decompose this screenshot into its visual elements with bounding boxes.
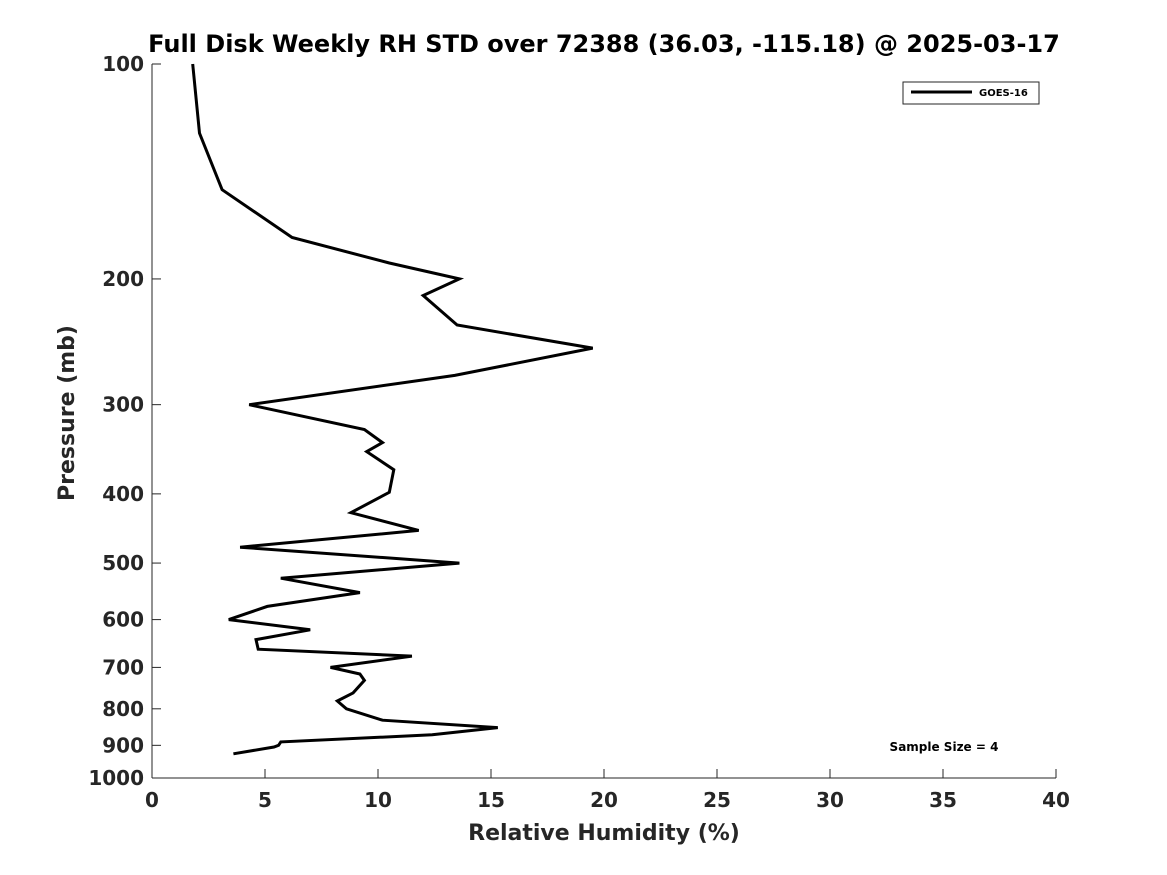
y-tick-label: 800 — [102, 697, 144, 721]
y-tick-label: 400 — [102, 482, 144, 506]
y-tick-label: 600 — [102, 608, 144, 632]
y-tick-label: 300 — [102, 393, 144, 417]
x-tick-label: 25 — [703, 788, 731, 812]
series-layer — [191, 63, 593, 756]
y-tick-label: 700 — [102, 655, 144, 679]
y-axis-label: Pressure (mb) — [55, 325, 80, 501]
legend-label-goes-16: GOES-16 — [979, 88, 1028, 99]
sample-size-annotation: Sample Size = 4 — [890, 740, 999, 754]
y-tick-label: 1000 — [88, 766, 144, 790]
x-tick-label: 40 — [1042, 788, 1070, 812]
y-tick-label: 200 — [102, 267, 144, 291]
x-tick-label: 0 — [145, 788, 159, 812]
legend: GOES-16 — [902, 81, 1040, 105]
x-tick-label: 15 — [477, 788, 505, 812]
plot-axes-frame — [152, 64, 1056, 778]
x-axis-ticks: 0 5 10 15 20 25 30 35 40 — [145, 769, 1070, 812]
y-tick-label: 100 — [102, 52, 144, 76]
y-axis-ticks: 100 200 300 400 500 600 700 800 900 1000 — [88, 52, 161, 790]
y-tick-label: 500 — [102, 551, 144, 575]
y-tick-label: 900 — [102, 733, 144, 757]
x-tick-label: 20 — [590, 788, 618, 812]
x-tick-label: 30 — [816, 788, 844, 812]
x-tick-label: 5 — [258, 788, 272, 812]
chart-title: Full Disk Weekly RH STD over 72388 (36.0… — [148, 30, 1060, 58]
x-tick-label: 35 — [929, 788, 957, 812]
x-tick-label: 10 — [364, 788, 392, 812]
series-line-goes-16 — [191, 63, 593, 756]
x-axis-label: Relative Humidity (%) — [468, 821, 740, 846]
